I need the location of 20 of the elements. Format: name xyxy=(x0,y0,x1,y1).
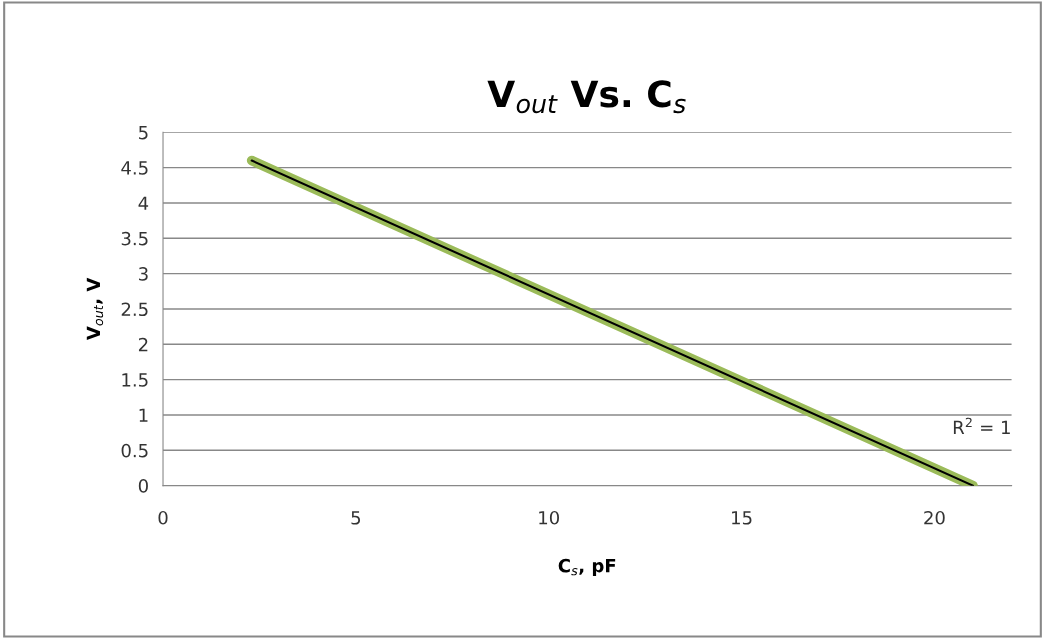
x-tick-label: 10 xyxy=(539,510,560,525)
y-tick-label: 5 xyxy=(139,125,148,140)
chart-title: V$_{out}$ Vs. C$_{s}$ xyxy=(487,80,686,114)
x-axis-title: C$_{s}$, pF xyxy=(558,558,616,576)
y-tick-label: 4 xyxy=(138,196,149,210)
y-tick-label: 2 xyxy=(138,337,148,352)
y-tick-label: 3.5 xyxy=(121,231,148,246)
y-tick-label: 1 xyxy=(139,408,148,422)
y-tick-label: 0.5 xyxy=(121,443,148,458)
x-tick-label: 0 xyxy=(158,510,168,525)
y-tick-label: 0 xyxy=(138,479,148,493)
y-tick-label: 4.5 xyxy=(121,161,148,175)
y-tick-label: 3 xyxy=(139,267,148,281)
y-tick-label: 2.5 xyxy=(121,302,148,317)
x-tick-label: 20 xyxy=(924,510,945,525)
x-tick-label: 15 xyxy=(732,511,752,525)
annotation: R$^{2}$ = 1 xyxy=(953,417,1010,434)
x-tick-label: 5 xyxy=(351,511,361,525)
y-tick-label: 1.5 xyxy=(122,373,148,387)
y-axis-title: V$_{out}$, V xyxy=(86,277,104,341)
